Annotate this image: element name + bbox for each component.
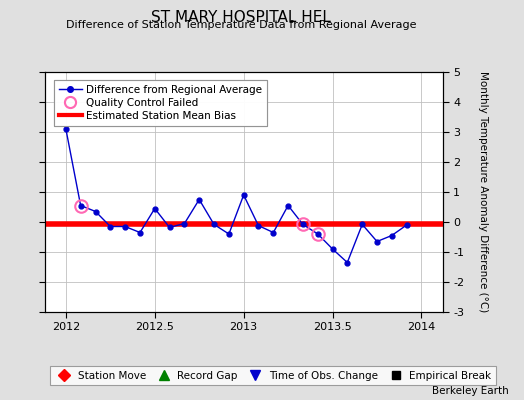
Text: Difference of Station Temperature Data from Regional Average: Difference of Station Temperature Data f… — [66, 20, 416, 30]
Text: ST MARY HOSPITAL HEL: ST MARY HOSPITAL HEL — [151, 10, 331, 25]
Legend: Station Move, Record Gap, Time of Obs. Change, Empirical Break: Station Move, Record Gap, Time of Obs. C… — [50, 366, 496, 385]
Y-axis label: Monthly Temperature Anomaly Difference (°C): Monthly Temperature Anomaly Difference (… — [478, 71, 488, 313]
Text: Berkeley Earth: Berkeley Earth — [432, 386, 508, 396]
Legend: Difference from Regional Average, Quality Control Failed, Estimated Station Mean: Difference from Regional Average, Qualit… — [54, 80, 267, 126]
